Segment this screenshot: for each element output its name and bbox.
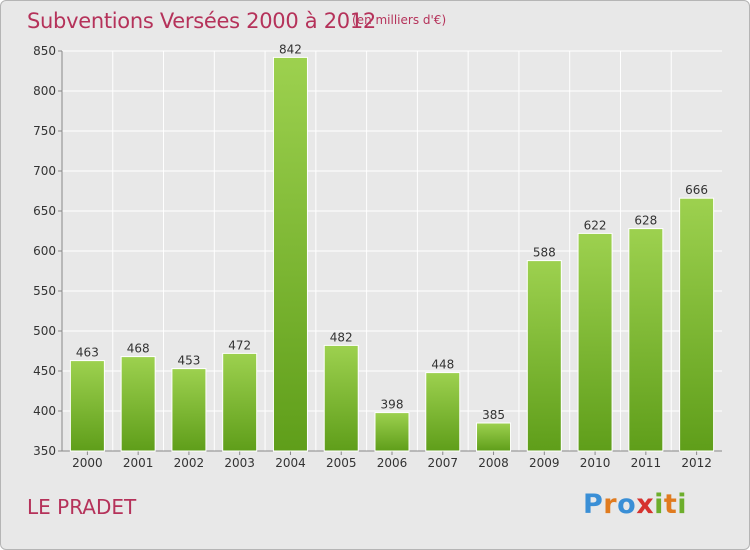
x-tick-label: 2003 — [224, 456, 255, 470]
x-tick-label: 2008 — [478, 456, 509, 470]
bar — [476, 422, 512, 452]
grid-lines — [62, 50, 722, 452]
bar — [679, 197, 715, 452]
bar — [577, 232, 613, 452]
bar — [526, 260, 562, 452]
data-label: 385 — [482, 408, 505, 422]
logo-letter: r — [603, 489, 618, 520]
x-tick-label: 2006 — [377, 456, 408, 470]
proxiti-logo[interactable]: Proxiti — [583, 489, 687, 520]
data-label: 463 — [76, 346, 99, 360]
data-label: 468 — [127, 342, 150, 356]
x-tick-label: 2007 — [427, 456, 458, 470]
data-label: 398 — [381, 398, 404, 412]
bar — [628, 228, 664, 452]
logo-letter: i — [677, 489, 688, 520]
data-label: 588 — [533, 246, 556, 260]
logo-letter: i — [654, 489, 664, 520]
logo-letter: x — [636, 489, 655, 520]
y-tick-label: 600 — [33, 244, 56, 258]
logo-letter: P — [583, 489, 604, 520]
bar — [425, 372, 461, 452]
x-tick-label: 2011 — [631, 456, 662, 470]
data-label: 482 — [330, 330, 353, 344]
bars — [69, 56, 715, 452]
y-tick-label: 650 — [33, 204, 56, 218]
data-labels: 463 468 453 472 842 482 398 448 385 588 622 628 666 — [76, 42, 708, 422]
x-tick-label: 2001 — [123, 456, 154, 470]
x-tick-label: 2010 — [580, 456, 611, 470]
place-name: LE PRADET — [27, 495, 137, 519]
y-tick-label: 700 — [33, 164, 56, 178]
x-tick-label: 2004 — [275, 456, 306, 470]
x-tick-label: 2002 — [174, 456, 205, 470]
y-tick-label: 500 — [33, 324, 56, 338]
y-tick-label: 350 — [33, 444, 56, 458]
bar — [374, 412, 410, 452]
x-tick-label: 2009 — [529, 456, 560, 470]
y-tick-label: 550 — [33, 284, 56, 298]
bar — [69, 360, 105, 452]
y-tick-label: 800 — [33, 84, 56, 98]
data-label: 453 — [177, 354, 200, 368]
y-tick-label: 400 — [33, 404, 56, 418]
data-label: 622 — [584, 218, 607, 232]
bar — [323, 344, 359, 452]
data-label: 448 — [431, 358, 454, 372]
x-tick-label: 2005 — [326, 456, 357, 470]
logo-letter: t — [663, 489, 678, 520]
bar — [171, 368, 207, 452]
data-label: 666 — [685, 183, 708, 197]
bar — [272, 56, 308, 452]
y-tick-label: 850 — [33, 44, 56, 58]
bar — [222, 352, 258, 452]
logo-letter: o — [617, 489, 637, 520]
y-tick-label: 450 — [33, 364, 56, 378]
data-label: 472 — [228, 338, 251, 352]
y-tick-label: 750 — [33, 124, 56, 138]
x-tick-label: 2012 — [681, 456, 712, 470]
data-label: 842 — [279, 42, 302, 56]
data-label: 628 — [634, 214, 657, 228]
unit-note: (en milliers d'€) — [352, 13, 447, 27]
bar — [120, 356, 156, 452]
x-tick-label: 2000 — [72, 456, 103, 470]
chart-title: Subventions Versées 2000 à 2012 — [27, 9, 376, 33]
